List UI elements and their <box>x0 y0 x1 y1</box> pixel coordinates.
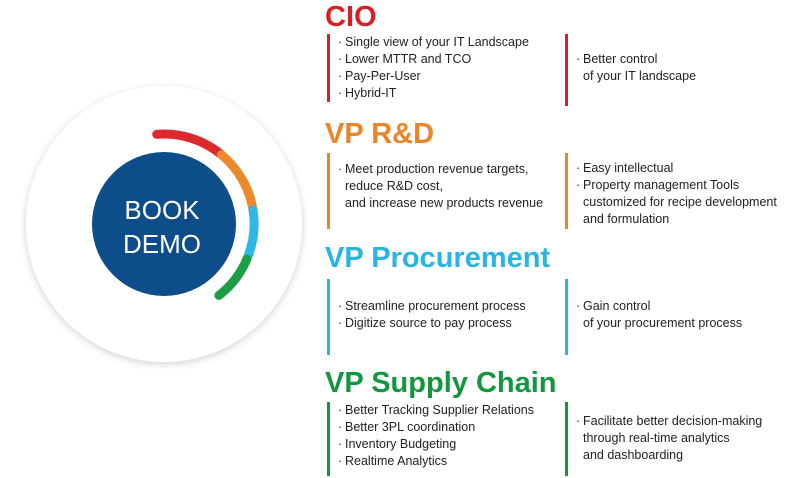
list-item: Better control <box>576 51 696 68</box>
list-item-continuation: reduce R&D cost, <box>345 179 443 193</box>
ring-segment-orange <box>217 150 258 215</box>
list-item: Gain control <box>576 298 742 315</box>
list-item: Better Tracking Supplier Relations <box>338 402 534 419</box>
list-item: Inventory Budgeting <box>338 436 534 453</box>
list-item-continuation: customized for recipe development <box>583 195 777 209</box>
book-demo-badge[interactable]: BOOK DEMO <box>19 79 309 369</box>
book-demo-circle[interactable] <box>92 152 236 296</box>
role-title-cio: CIO <box>325 1 377 33</box>
list-item: Better 3PL coordination <box>338 419 534 436</box>
book-label: BOOK <box>124 195 200 225</box>
book-demo-graphic[interactable]: BOOK DEMO <box>19 79 309 369</box>
list-item: Streamline procurement process <box>338 298 526 315</box>
list-item: Easy intellectual <box>576 160 777 177</box>
list-item-continuation: of your IT landscape <box>583 69 697 83</box>
list-item: Facilitate better decision-making <box>576 413 762 430</box>
role-title-vp-supply-chain: VP Supply Chain <box>325 367 557 399</box>
list-item: Digitize source to pay process <box>338 315 526 332</box>
vp-procurement-outcome: Gain control of your procurement process <box>565 279 742 355</box>
list-item: Single view of your IT Landscape <box>338 34 529 51</box>
demo-label: DEMO <box>123 229 201 259</box>
list-item-continuation: and formulation <box>583 212 670 226</box>
list-item: Lower MTTR and TCO <box>338 51 529 68</box>
vp-rnd-benefits-list: Meet production revenue targets, reduce … <box>327 153 543 229</box>
vp-supply-chain-benefits-list: Better Tracking Supplier Relations Bette… <box>327 402 534 476</box>
cio-outcome: Better control of your IT landscape <box>565 34 696 106</box>
ring-segment-green <box>214 254 252 300</box>
vp-rnd-outcome: Easy intellectual Property management To… <box>565 153 777 229</box>
list-item: Pay-Per-User <box>338 68 529 85</box>
role-title-vp-procurement: VP Procurement <box>325 242 551 274</box>
list-item: Meet production revenue targets, <box>338 161 543 178</box>
cio-benefits-list: Single view of your IT Landscape Lower M… <box>327 34 529 102</box>
role-title-vp-rnd: VP R&D <box>325 118 435 150</box>
vp-supply-chain-outcome: Facilitate better decision-making throug… <box>565 402 762 476</box>
vp-procurement-benefits-list: Streamline procurement process Digitize … <box>327 279 526 355</box>
ring-segment-red <box>152 129 226 160</box>
list-item-continuation: and dashboarding <box>583 448 684 462</box>
list-item: Hybrid-IT <box>338 85 529 102</box>
list-item-continuation: and increase new products revenue <box>345 196 544 210</box>
list-item-continuation: through real-time analytics <box>583 431 730 445</box>
list-item: Realtime Analytics <box>338 453 534 470</box>
list-item-continuation: of your procurement process <box>583 316 743 330</box>
list-item: Property management Tools <box>576 177 777 194</box>
